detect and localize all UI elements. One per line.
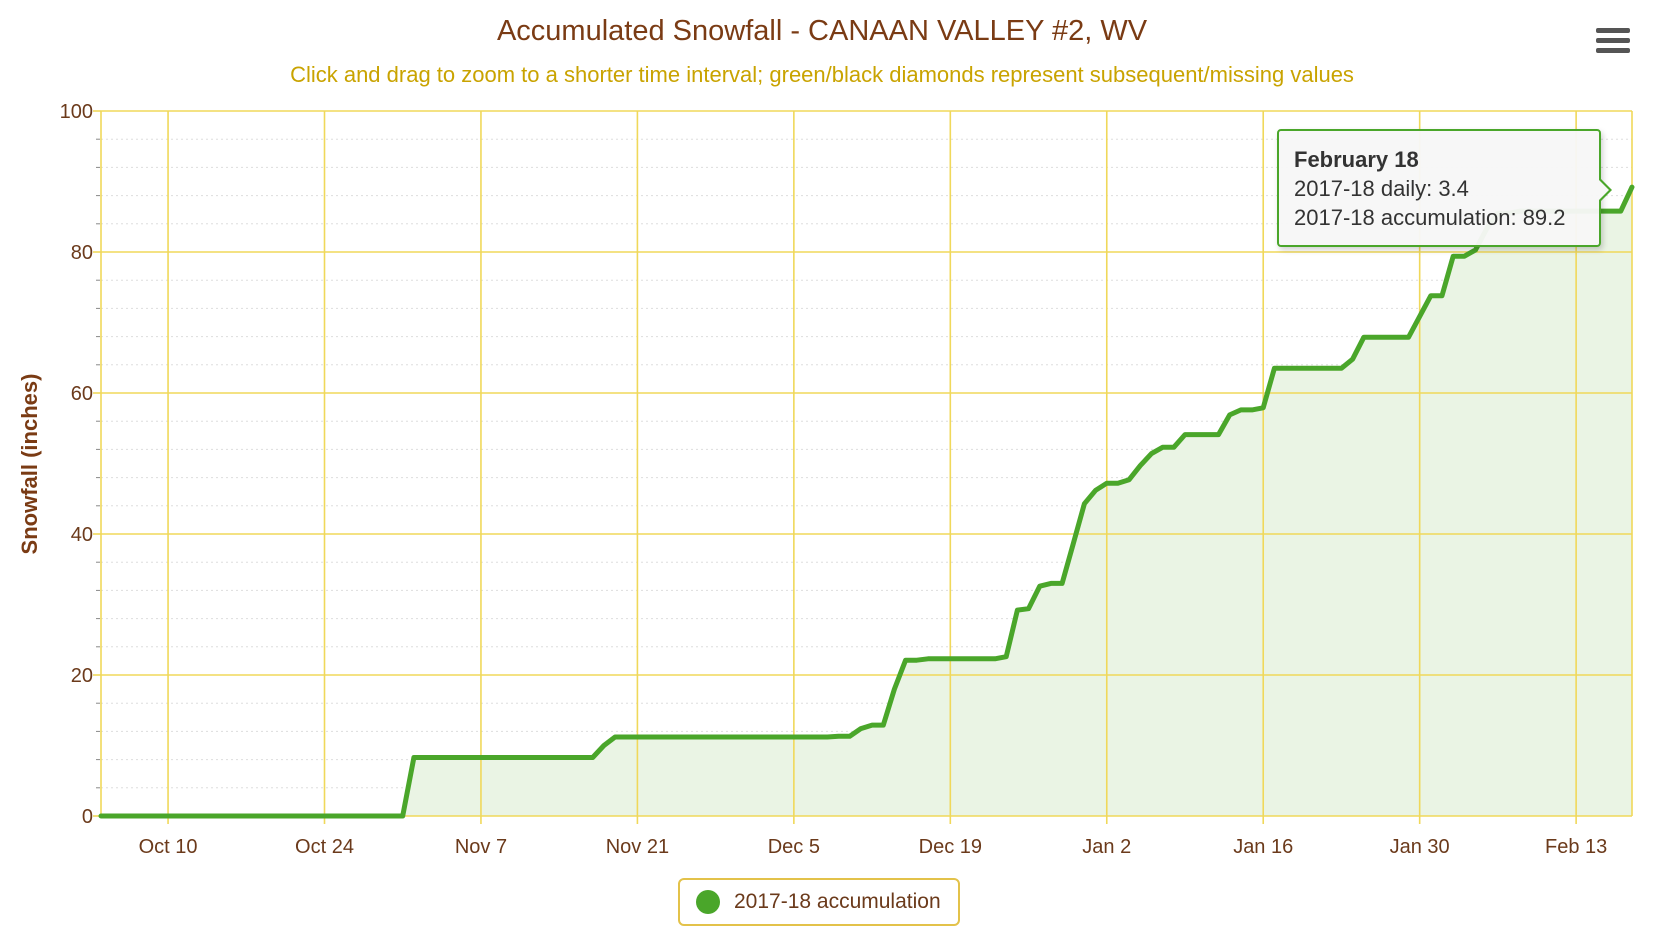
tooltip-daily: 2017-18 daily: 3.4	[1294, 176, 1469, 201]
y-axis-label: Snowfall (inches)	[17, 374, 42, 555]
plot-area[interactable]: Oct 10 Oct 24 Nov 7 Nov 21 Dec 5 Dec 19 Jan 2 J…	[60, 101, 1635, 858]
y-tick-label: 60	[71, 383, 93, 405]
x-tick-label: Oct 10	[139, 836, 198, 858]
x-tick-label: Dec 19	[919, 836, 982, 858]
legend-marker	[696, 890, 720, 914]
hamburger-menu-icon-bar	[1596, 38, 1630, 43]
x-tick-label: Nov 7	[455, 836, 507, 858]
legend[interactable]: 2017-18 accumulation	[678, 878, 960, 926]
legend-label: 2017-18 accumulation	[734, 890, 941, 913]
tooltip-date: February 18	[1294, 147, 1419, 172]
y-tick-label: 40	[71, 524, 93, 546]
tooltip-accumulation: 2017-18 accumulation: 89.2	[1294, 205, 1566, 230]
x-tick-label: Feb 13	[1545, 836, 1607, 858]
chart-subtitle: Click and drag to zoom to a shorter time…	[290, 62, 1354, 87]
y-tick-label: 80	[71, 242, 93, 264]
chart-title: Accumulated Snowfall - CANAAN VALLEY #2,…	[497, 15, 1148, 47]
chart-tooltip: February 18 2017-18 daily: 3.4 2017-18 a…	[1277, 129, 1612, 247]
y-tick-label: 100	[60, 101, 93, 123]
x-tick-label: Dec 5	[768, 836, 820, 858]
hamburger-menu-icon-bar	[1596, 48, 1630, 53]
hamburger-menu-icon	[1596, 28, 1630, 33]
y-tick-label: 20	[71, 665, 93, 687]
x-tick-label: Jan 2	[1082, 836, 1131, 858]
series-area	[101, 187, 1632, 817]
x-tick-label: Jan 30	[1390, 836, 1450, 858]
chart-menu-button[interactable]	[1588, 22, 1638, 62]
series-line-2017-18-accumulation[interactable]	[98, 184, 1635, 819]
y-tick-label: 0	[82, 806, 93, 828]
x-tick-label: Jan 16	[1233, 836, 1293, 858]
x-tick-label: Nov 21	[606, 836, 669, 858]
x-tick-label: Oct 24	[295, 836, 354, 858]
tooltip-arrow-inner	[1599, 180, 1609, 200]
